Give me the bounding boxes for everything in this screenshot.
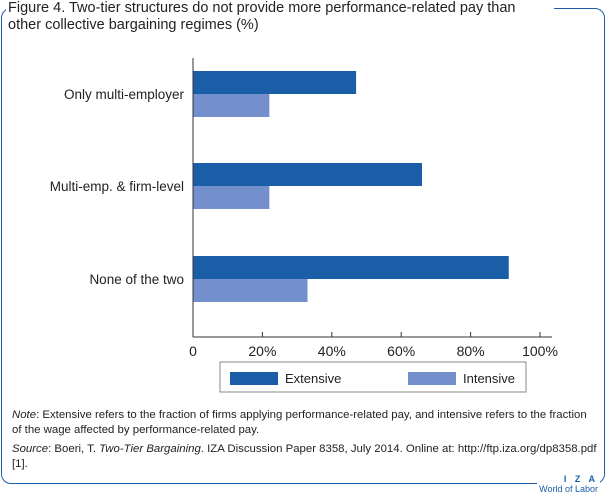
x-tick-label: 20%: [248, 343, 276, 359]
x-tick-label: 60%: [387, 343, 415, 359]
category-label: Multi-emp. & firm-level: [50, 179, 184, 194]
source-paragraph: Source: Boeri, T. Two-Tier Bargaining. I…: [12, 442, 597, 472]
figure-notes: Note: Extensive refers to the fraction o…: [12, 408, 597, 476]
bar-chart: Only multi-employer Multi-emp. & firm-lev…: [50, 58, 558, 393]
x-tick-label: 80%: [457, 343, 485, 359]
category-label: None of the two: [89, 272, 184, 287]
iza-logo: I Z A World of Labor: [537, 474, 600, 495]
legend: Extensive Intensive: [219, 361, 527, 393]
bar-intensive-3: [193, 279, 308, 302]
note-text: : Extensive refers to the fraction of fi…: [12, 409, 587, 436]
bar-extensive-2: [193, 163, 423, 186]
x-tick-label: 40%: [318, 343, 346, 359]
note-paragraph: Note: Extensive refers to the fraction o…: [12, 408, 597, 438]
source-label: Source: [12, 443, 49, 455]
figure-title: Figure 4. Two-tier structures do not pro…: [6, 0, 554, 34]
legend-swatch-extensive: [230, 372, 278, 385]
category-label: Only multi-employer: [64, 87, 185, 102]
axes: [192, 58, 552, 338]
source-text-1: : Boeri, T.: [48, 443, 100, 455]
bar-intensive-1: [193, 94, 270, 117]
source-text-2: . IZA Discussion Paper 8358, July 2014. …: [12, 443, 597, 470]
iza-logo-line1: I Z A: [563, 474, 598, 484]
iza-logo-line2: World of Labor: [539, 484, 598, 494]
bars: [193, 71, 509, 302]
source-title: Two-Tier Bargaining: [99, 443, 201, 455]
bar-extensive-1: [193, 71, 357, 94]
bar-intensive-2: [193, 186, 270, 209]
legend-swatch-intensive: [408, 372, 456, 385]
bar-extensive-3: [193, 256, 509, 279]
tick-labels: 0 20% 40% 60% 80% 100%: [189, 343, 558, 359]
category-labels: Only multi-employer Multi-emp. & firm-lev…: [50, 87, 185, 287]
legend-label-intensive: Intensive: [463, 371, 515, 386]
x-tick-label: 0: [189, 343, 197, 359]
note-label: Note: [12, 409, 37, 421]
legend-label-extensive: Extensive: [285, 371, 341, 386]
x-tick-label: 100%: [522, 343, 558, 359]
